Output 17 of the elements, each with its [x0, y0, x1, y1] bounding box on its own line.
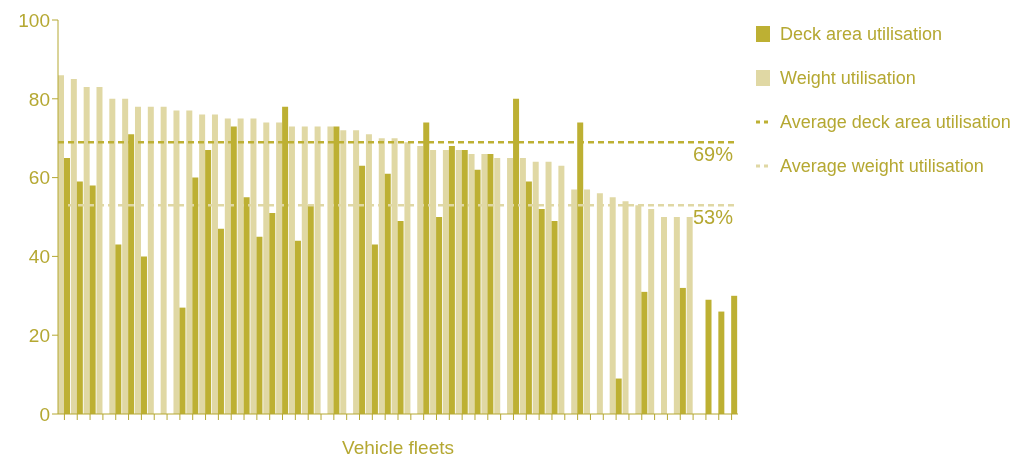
x-axis-title: Vehicle fleets [342, 437, 454, 458]
legend-label: Weight utilisation [780, 67, 916, 89]
bar [686, 217, 693, 414]
y-tick-label: 60 [28, 167, 50, 189]
bar [661, 217, 668, 414]
y-tick-label: 40 [28, 246, 50, 268]
bar [648, 209, 655, 414]
y-tick-label: 20 [28, 324, 50, 346]
y-tick-label: 100 [18, 9, 50, 31]
legend-label: Deck area utilisation [780, 23, 943, 45]
legend-label: Average weight utilisation [780, 155, 984, 177]
y-tick-label: 80 [28, 88, 50, 110]
annotation: 69% [692, 143, 734, 166]
y-tick-label: 0 [39, 403, 50, 425]
legend-label: Average deck area utilisation [780, 111, 1011, 133]
bar [673, 217, 680, 414]
annotation: 53% [692, 206, 734, 229]
